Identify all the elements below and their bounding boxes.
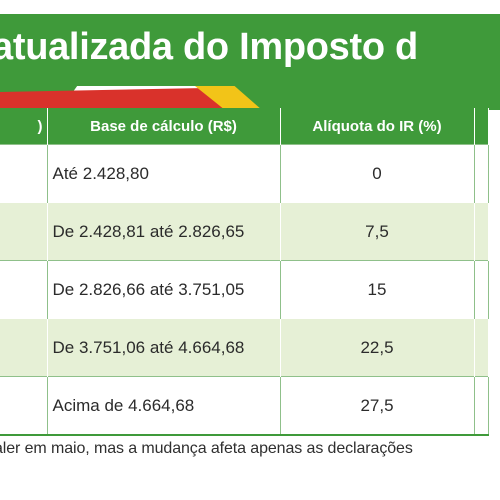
cell-aliquota: 0 bbox=[280, 144, 475, 203]
table-row: Até 2.428,80 0 bbox=[0, 144, 489, 203]
tax-table-container: ) Base de cálculo (R$) Alíquota do IR (%… bbox=[0, 108, 500, 436]
footer-note: aler em maio, mas a mudança afeta apenas… bbox=[0, 440, 413, 457]
cell-base: Até 2.428,80 bbox=[47, 144, 281, 203]
cell-aliquota: 7,5 bbox=[280, 202, 475, 261]
cell-partial bbox=[0, 260, 48, 319]
cell-partial-right bbox=[474, 144, 489, 203]
table-row: De 2.826,66 até 3.751,05 15 bbox=[0, 260, 489, 319]
table-row: De 2.428,81 até 2.826,65 7,5 bbox=[0, 202, 489, 261]
cell-base: De 3.751,06 até 4.664,68 bbox=[47, 318, 281, 377]
cell-aliquota: 27,5 bbox=[280, 376, 475, 436]
cell-partial bbox=[0, 376, 48, 436]
cell-partial bbox=[0, 144, 48, 203]
cell-partial-right bbox=[474, 202, 489, 261]
ribbon-green-right bbox=[230, 82, 500, 110]
cell-aliquota: 15 bbox=[280, 260, 475, 319]
cell-base: Acima de 4.664,68 bbox=[47, 376, 281, 436]
header-partial-right bbox=[474, 108, 489, 145]
cell-partial-right bbox=[474, 260, 489, 319]
tax-rate-table: ) Base de cálculo (R$) Alíquota do IR (%… bbox=[0, 108, 489, 436]
header-partial-col: ) bbox=[0, 108, 48, 145]
table-row: Acima de 4.664,68 27,5 bbox=[0, 376, 489, 436]
header-aliquota: Alíquota do IR (%) bbox=[280, 108, 475, 145]
header-base-calculo: Base de cálculo (R$) bbox=[47, 108, 281, 145]
cell-partial-right bbox=[474, 318, 489, 377]
title-banner: atualizada do Imposto d bbox=[0, 14, 500, 82]
page-title: atualizada do Imposto d bbox=[0, 26, 418, 68]
cell-base: De 2.428,81 até 2.826,65 bbox=[47, 202, 281, 261]
decorative-ribbon bbox=[0, 82, 500, 110]
ribbon-top-edge bbox=[0, 82, 500, 86]
ribbon-yellow-stripe bbox=[190, 82, 270, 110]
cell-partial-right bbox=[474, 376, 489, 436]
table-row: De 3.751,06 até 4.664,68 22,5 bbox=[0, 318, 489, 377]
ribbon-red-stripe bbox=[0, 88, 250, 110]
cell-partial bbox=[0, 318, 48, 377]
table-header-row: ) Base de cálculo (R$) Alíquota do IR (%… bbox=[0, 108, 489, 145]
cell-base: De 2.826,66 até 3.751,05 bbox=[47, 260, 281, 319]
cell-partial bbox=[0, 202, 48, 261]
ribbon-stripes-graphic bbox=[0, 82, 500, 110]
cell-aliquota: 22,5 bbox=[280, 318, 475, 377]
